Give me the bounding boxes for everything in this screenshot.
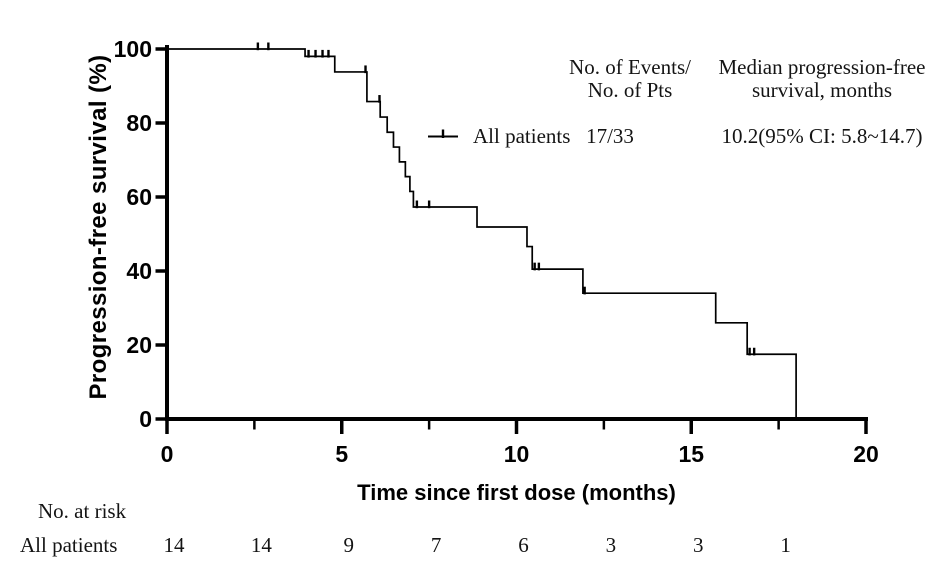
- legend-series-label: All patients: [473, 124, 571, 148]
- y-tick-label-0: 0: [139, 406, 152, 432]
- legend-header-events-line1: No. of Events/: [569, 55, 691, 79]
- at-risk-value-2: 9: [343, 533, 355, 557]
- at-risk-row-label: All patients: [20, 533, 118, 557]
- x-tick-label-5: 5: [335, 441, 349, 467]
- at-risk-heading: No. at risk: [38, 499, 127, 523]
- legend-header-events-line2: No. of Pts: [587, 78, 673, 102]
- y-axis-title: Progression-free survival (%): [85, 54, 112, 400]
- x-axis-title: Time since first dose (months): [357, 480, 676, 505]
- at-risk-value-5: 3: [605, 533, 617, 557]
- at-risk-value-6: 3: [693, 533, 704, 557]
- km-curve-all-patients: [167, 48, 797, 419]
- at-risk-value-0: 14: [163, 533, 185, 557]
- at-risk-value-7: 1: [780, 533, 791, 557]
- at-risk-value-4: 6: [518, 533, 529, 557]
- legend-median-value: 10.2(95% CI: 5.8~14.7): [721, 124, 923, 148]
- x-tick-label-20: 20: [853, 441, 879, 467]
- y-tick-label-100: 100: [113, 36, 152, 62]
- y-tick-label-20: 20: [126, 332, 152, 358]
- x-tick-label-10: 10: [503, 441, 530, 467]
- legend-header-median: Median progression-free survival, months: [707, 56, 931, 102]
- at-risk-value-3: 7: [430, 533, 442, 557]
- y-tick-label-60: 60: [126, 184, 152, 210]
- y-tick-label-80: 80: [126, 110, 152, 136]
- legend-header-median-line1: Median progression-free: [718, 55, 926, 79]
- x-tick-label-15: 15: [678, 441, 705, 467]
- legend-events-value: 17/33: [586, 124, 634, 148]
- x-tick-label-0: 0: [160, 441, 174, 467]
- legend-header-events: No. of Events/ No. of Pts: [545, 56, 715, 102]
- legend-header-median-line2: survival, months: [752, 78, 892, 102]
- at-risk-value-1: 14: [250, 533, 272, 557]
- y-tick-label-40: 40: [126, 258, 152, 284]
